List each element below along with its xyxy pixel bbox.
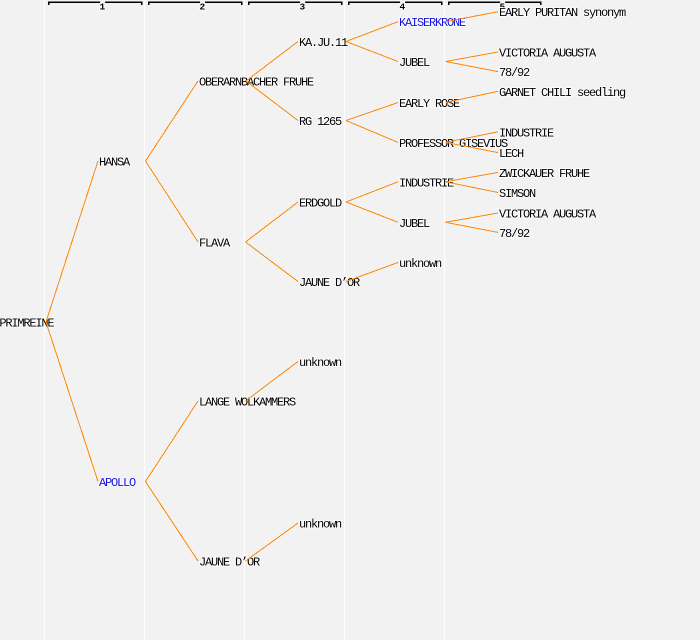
svg-text:EARLY ROSE: EARLY ROSE (399, 97, 460, 111)
svg-text:FLAVA: FLAVA (199, 237, 231, 251)
svg-text:JAUNE D’OR: JAUNE D’OR (199, 556, 260, 570)
svg-text:5: 5 (500, 2, 506, 13)
svg-text:1: 1 (100, 2, 106, 13)
svg-text:RG 1265: RG 1265 (299, 115, 342, 129)
svg-text:unknown: unknown (399, 257, 442, 271)
svg-text:KAISERKRONE: KAISERKRONE (399, 16, 466, 30)
svg-text:VICTORIA AUGUSTA: VICTORIA AUGUSTA (499, 47, 597, 61)
svg-text:EARLY PURITAN synonym: EARLY PURITAN synonym (499, 6, 626, 20)
svg-text:HANSA: HANSA (99, 156, 131, 170)
svg-text:3: 3 (300, 2, 306, 13)
svg-text:INDUSTRIE: INDUSTRIE (499, 126, 554, 140)
svg-text:ZWICKAUER FRUHE: ZWICKAUER FRUHE (499, 167, 590, 181)
svg-text:PRIMREINE: PRIMREINE (0, 317, 54, 331)
svg-text:LANGE WOLKAMMERS: LANGE WOLKAMMERS (199, 396, 296, 410)
svg-text:GARNET CHILI seedling: GARNET CHILI seedling (499, 86, 626, 100)
svg-text:VICTORIA AUGUSTA: VICTORIA AUGUSTA (499, 208, 597, 222)
svg-text:SIMSON: SIMSON (499, 187, 536, 201)
svg-text:KA.JU.11: KA.JU.11 (299, 36, 348, 50)
svg-text:APOLLO: APOLLO (99, 476, 136, 490)
svg-text:ERDGOLD: ERDGOLD (299, 197, 342, 211)
svg-text:78/92: 78/92 (499, 66, 530, 80)
svg-text:4: 4 (400, 2, 406, 13)
svg-text:unknown: unknown (299, 518, 342, 532)
svg-text:JAUNE D’OR: JAUNE D’OR (299, 276, 360, 290)
svg-text:JUBEL: JUBEL (399, 217, 430, 231)
svg-text:unknown: unknown (299, 356, 342, 370)
svg-text:78/92: 78/92 (499, 227, 530, 241)
svg-text:LECH: LECH (499, 147, 524, 161)
svg-text:OBERARNBACHER FRUHE: OBERARNBACHER FRUHE (199, 76, 314, 90)
svg-text:2: 2 (200, 2, 206, 13)
svg-text:JUBEL: JUBEL (399, 56, 430, 70)
svg-text:INDUSTRIE: INDUSTRIE (399, 176, 454, 190)
